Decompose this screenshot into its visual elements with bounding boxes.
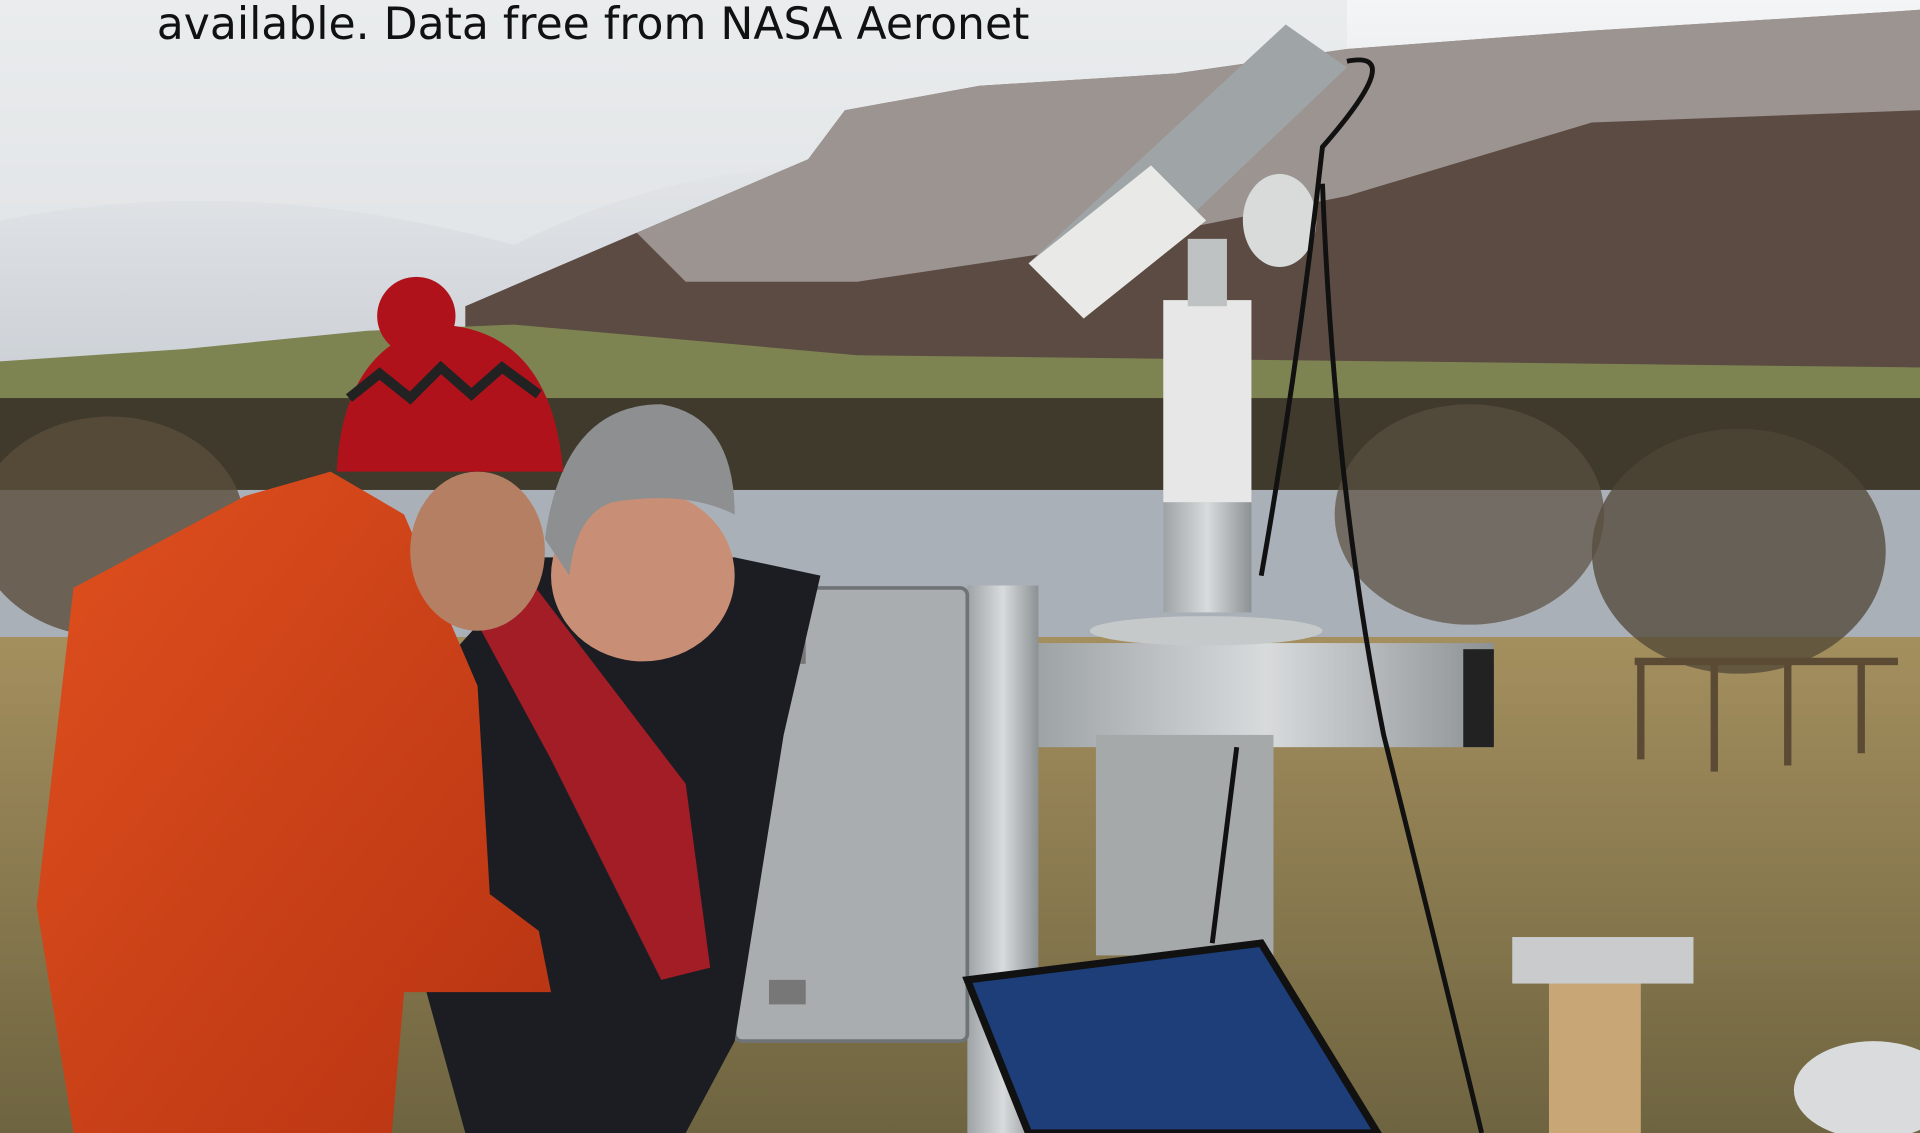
metal-cylinder [1163, 496, 1251, 612]
page: available. Data free from NASA Aeronet (… [0, 0, 1920, 1133]
frame-arm [1038, 643, 1494, 747]
sensor-box [1512, 937, 1693, 984]
white-pole [1163, 300, 1251, 502]
tree [1592, 429, 1886, 674]
mount [1188, 239, 1227, 306]
robot-head [1243, 174, 1316, 267]
arm-cap [1463, 649, 1494, 747]
pompom [377, 277, 455, 355]
photo-slide: available. Data free from NASA Aeronet [0, 0, 1920, 1133]
caption: available. Data free from NASA Aeronet [157, 0, 1030, 50]
person-left-face [410, 472, 545, 631]
back-panel [1096, 735, 1274, 955]
tree [1335, 404, 1604, 624]
latch [769, 980, 806, 1004]
wooden-post [1549, 980, 1641, 1133]
base-plate [1090, 616, 1323, 645]
